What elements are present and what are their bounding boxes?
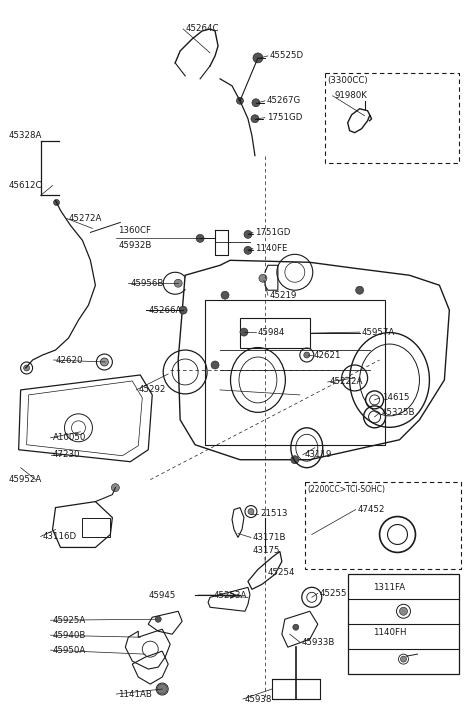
Circle shape (252, 99, 260, 107)
Circle shape (400, 656, 407, 662)
Text: 45253A: 45253A (213, 591, 246, 600)
Text: 43175: 43175 (253, 546, 281, 555)
Text: 45984: 45984 (258, 328, 285, 337)
Text: 45945: 45945 (148, 591, 176, 600)
Circle shape (54, 199, 60, 206)
Text: 45264C: 45264C (185, 25, 219, 33)
Text: 45950A: 45950A (53, 646, 86, 654)
Text: 14615: 14615 (382, 393, 409, 403)
Text: 43119: 43119 (305, 450, 332, 459)
Circle shape (155, 616, 161, 622)
Circle shape (240, 328, 248, 336)
Text: 45328A: 45328A (8, 131, 42, 140)
Bar (272, 679, 320, 699)
Circle shape (179, 306, 187, 314)
Text: 1140FH: 1140FH (373, 627, 406, 637)
Text: 45266A: 45266A (148, 305, 181, 315)
Text: 45612C: 45612C (8, 181, 42, 190)
Text: 45956B: 45956B (130, 278, 164, 288)
Text: 21513: 21513 (260, 509, 288, 518)
Text: 45938: 45938 (245, 694, 272, 704)
Text: 45255: 45255 (320, 589, 347, 598)
Circle shape (157, 684, 167, 694)
Text: 45254: 45254 (268, 568, 296, 577)
Text: 45525D: 45525D (270, 52, 304, 60)
Text: 45222A: 45222A (330, 377, 363, 387)
Circle shape (293, 624, 299, 630)
Text: 91980K: 91980K (335, 92, 368, 100)
Text: 1360CF: 1360CF (118, 226, 151, 235)
Circle shape (251, 115, 259, 123)
Circle shape (221, 292, 229, 300)
Circle shape (304, 352, 310, 358)
Text: (2200CC>TCI-SOHC): (2200CC>TCI-SOHC) (308, 485, 386, 494)
Bar (82, 518, 110, 537)
Circle shape (291, 456, 299, 464)
Circle shape (259, 274, 267, 282)
Circle shape (24, 365, 30, 371)
Circle shape (248, 509, 254, 515)
Text: 42620: 42620 (55, 356, 83, 364)
Text: 45933B: 45933B (302, 638, 335, 647)
Circle shape (400, 607, 407, 615)
Circle shape (244, 246, 252, 254)
Text: 45219: 45219 (270, 291, 297, 300)
Circle shape (174, 279, 182, 287)
Text: A10050: A10050 (53, 433, 86, 442)
Circle shape (101, 358, 109, 366)
Text: 45292: 45292 (138, 385, 165, 395)
Text: 1140FE: 1140FE (255, 244, 288, 253)
Circle shape (211, 361, 219, 369)
Bar (240, 318, 310, 348)
Text: (3300CC): (3300CC) (328, 76, 368, 85)
Text: 45957A: 45957A (361, 328, 395, 337)
Text: 43116D: 43116D (43, 532, 77, 541)
Text: 1311FA: 1311FA (374, 583, 406, 592)
Text: 47230: 47230 (53, 450, 80, 459)
Bar (348, 574, 459, 674)
Circle shape (111, 483, 119, 491)
Text: 45272A: 45272A (69, 214, 102, 223)
Text: 45932B: 45932B (118, 241, 152, 250)
Text: 47452: 47452 (358, 505, 385, 514)
Text: 1141AB: 1141AB (118, 689, 152, 699)
Circle shape (356, 286, 364, 294)
Circle shape (244, 230, 252, 238)
Bar (205, 300, 384, 445)
Text: 42621: 42621 (314, 350, 341, 360)
Text: 45940B: 45940B (53, 631, 86, 640)
Circle shape (196, 234, 204, 242)
Text: 45325B: 45325B (382, 409, 415, 417)
Text: 45267G: 45267G (267, 96, 301, 105)
Text: 1751GD: 1751GD (267, 113, 302, 122)
Circle shape (253, 53, 263, 63)
Circle shape (236, 97, 243, 104)
Text: 45952A: 45952A (8, 475, 42, 484)
Text: 43171B: 43171B (253, 533, 286, 542)
Text: 45925A: 45925A (53, 616, 86, 624)
Text: 1751GD: 1751GD (255, 228, 290, 237)
